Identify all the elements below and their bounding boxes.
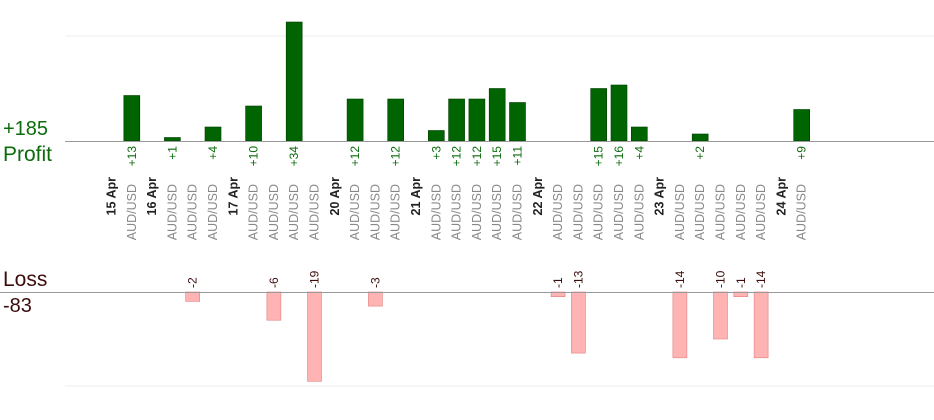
profit-bar <box>346 98 364 142</box>
loss-bar <box>368 291 383 307</box>
category-label: AUD/USD <box>612 184 626 240</box>
date-label: 15 Apr <box>105 177 119 216</box>
profit-bar <box>630 126 648 142</box>
loss-value-labels: -2 -6 -19 -3 -1 -13 -14 -10 -1 -14 <box>186 270 768 288</box>
category-label: AUD/USD <box>368 184 382 240</box>
date-label: 17 Apr <box>226 177 240 216</box>
profit-value-label: +4 <box>632 146 646 160</box>
profit-value-label: +16 <box>612 146 626 167</box>
loss-value-label: -10 <box>714 270 728 288</box>
category-label: AUD/USD <box>754 184 768 240</box>
profit-value-label: +1 <box>165 146 179 160</box>
loss-bar <box>307 291 322 382</box>
category-label: AUD/USD <box>206 184 220 240</box>
loss-bar <box>266 291 282 321</box>
loss-value-label: -13 <box>571 270 585 288</box>
profit-value-label: +2 <box>693 146 707 160</box>
category-label: AUD/USD <box>165 184 179 240</box>
loss-value-label: -19 <box>308 270 322 288</box>
profit-value-label: +15 <box>592 146 606 167</box>
profit-bar <box>123 95 141 142</box>
category-label: AUD/USD <box>714 184 728 240</box>
date-label: 21 Apr <box>409 177 423 216</box>
profit-value-label: +13 <box>125 146 139 167</box>
category-label: AUD/USD <box>247 184 261 240</box>
profit-value-label: +10 <box>247 146 261 167</box>
profit-bar <box>691 133 709 142</box>
category-label: AUD/USD <box>186 184 200 240</box>
loss-value-label: -14 <box>673 270 687 288</box>
profit-value-labels: +13 +1 +4 +10 +34 +12 +12 +3 +12 +12 +15 +11 +15 +16 +… <box>125 146 809 167</box>
category-label: AUD/USD <box>287 184 301 240</box>
profit-bar <box>164 137 181 142</box>
category-label: AUD/USD <box>592 184 606 240</box>
profit-value-label: +4 <box>206 146 220 160</box>
loss-value-label: -1 <box>551 277 565 288</box>
profit-label: Profit <box>3 143 53 166</box>
profit-bar <box>468 98 486 142</box>
profit-bar <box>387 98 405 142</box>
loss-value-label: -6 <box>267 277 281 288</box>
profit-bar <box>610 84 628 142</box>
loss-bar <box>753 291 769 359</box>
category-label: AUD/USD <box>632 184 646 240</box>
category-label: AUD/USD <box>389 184 403 240</box>
category-label: AUD/USD <box>429 184 443 240</box>
profit-value-label: +3 <box>429 146 443 160</box>
profit-bar <box>448 98 465 142</box>
category-label: AUD/USD <box>125 184 139 240</box>
loss-value-label: -14 <box>754 270 768 288</box>
profit-bar <box>509 102 526 142</box>
profit-bar <box>245 105 262 142</box>
profit-total: +185 <box>3 118 49 140</box>
profit-bar <box>488 88 506 142</box>
loss-bar <box>713 291 728 340</box>
profit-value-label: +15 <box>490 146 504 167</box>
date-label: 23 Apr <box>653 177 667 216</box>
date-label: 16 Apr <box>145 177 159 216</box>
profit-value-label: +12 <box>450 146 464 167</box>
category-label: AUD/USD <box>450 184 464 240</box>
profit-bar <box>793 109 811 142</box>
loss-value-label: -2 <box>186 277 200 288</box>
profit-bar <box>204 126 222 142</box>
baselines <box>0 141 934 293</box>
profit-bar <box>427 130 445 142</box>
loss-label: Loss <box>3 268 48 291</box>
profit-bar <box>590 88 608 142</box>
grid-lines <box>65 35 934 387</box>
loss-bars <box>185 291 769 382</box>
category-label: AUD/USD <box>348 184 362 240</box>
loss-bar <box>571 291 586 354</box>
profit-value-label: +12 <box>470 146 484 167</box>
loss-bar <box>672 291 688 359</box>
date-label: 22 Apr <box>531 177 545 216</box>
category-label: AUD/USD <box>490 184 504 240</box>
category-label: AUD/USD <box>673 184 687 240</box>
category-label: AUD/USD <box>308 184 322 240</box>
profit-value-label: +12 <box>389 146 403 167</box>
category-label: AUD/USD <box>511 184 525 240</box>
category-label: AUD/USD <box>734 184 748 240</box>
loss-value-label: -1 <box>734 277 748 288</box>
category-label: AUD/USD <box>470 184 484 240</box>
profit-bar <box>285 21 303 142</box>
loss-value-label: -3 <box>368 277 382 288</box>
category-label: AUD/USD <box>551 184 565 240</box>
category-label: AUD/USD <box>795 184 809 240</box>
category-label: AUD/USD <box>693 184 707 240</box>
profit-value-label: +12 <box>348 146 362 167</box>
loss-bar <box>185 291 200 302</box>
profit-bars <box>123 21 811 142</box>
category-label: AUD/USD <box>267 184 281 240</box>
profit-value-label: +34 <box>287 146 301 167</box>
profit-value-label: +9 <box>795 146 809 160</box>
x-axis-labels: 15 Apr AUD/USD 16 Apr AUD/USD AUD/USD AUD/USD… <box>105 177 809 240</box>
date-label: 24 Apr <box>774 177 788 216</box>
loss-total: -83 <box>3 295 32 317</box>
profit-value-label: +11 <box>511 146 525 166</box>
category-label: AUD/USD <box>571 184 585 240</box>
date-label: 20 Apr <box>328 177 342 216</box>
